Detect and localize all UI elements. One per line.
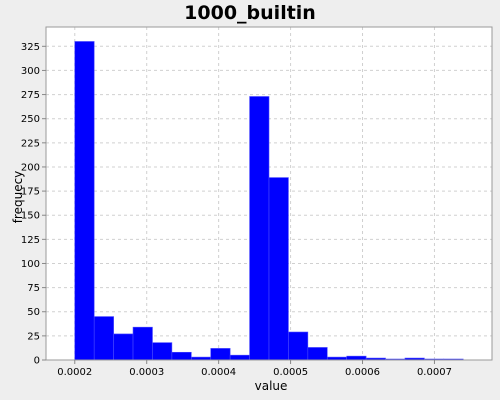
y-tick-label: 100 <box>21 259 40 270</box>
histogram-bar <box>307 347 328 361</box>
chart-title: 1000_builtin <box>184 2 316 24</box>
y-tick-label: 275 <box>21 90 40 101</box>
y-axis-label: frequecy <box>11 171 25 224</box>
y-tick-label: 175 <box>21 187 40 198</box>
y-tick-label: 50 <box>27 307 40 318</box>
y-tick-label: 125 <box>21 235 40 246</box>
histogram-bar <box>249 96 270 361</box>
x-axis-label: value <box>255 379 288 393</box>
y-tick-label: 200 <box>21 162 40 173</box>
histogram-bar <box>152 342 173 361</box>
y-tick-label: 75 <box>27 283 40 294</box>
y-tick-label: 325 <box>21 42 40 53</box>
histogram-bar <box>132 326 153 361</box>
histogram-bar <box>113 333 134 361</box>
histogram-bar <box>210 348 231 361</box>
histogram-bar <box>346 355 367 361</box>
x-tick-label: 0.0006 <box>345 367 380 378</box>
y-tick-label: 250 <box>21 114 40 125</box>
histogram-bar <box>171 351 192 361</box>
y-tick-label: 225 <box>21 138 40 149</box>
histogram-bar <box>74 41 95 361</box>
bar-layer <box>74 41 464 361</box>
x-axis-ticks: 0.0002 0.0003 0.0004 0.0005 0.0006 0.0007 <box>57 360 452 378</box>
histogram-bar <box>93 316 114 361</box>
histogram-bar <box>288 331 309 361</box>
y-axis-ticks: 0 25 50 75 100 125 150 175 200 225 250 275 300 325 <box>21 42 46 367</box>
histogram-bar <box>229 354 250 361</box>
histogram-bar <box>268 177 289 361</box>
y-tick-label: 300 <box>21 66 40 77</box>
x-tick-label: 0.0007 <box>417 367 452 378</box>
x-tick-label: 0.0004 <box>201 367 236 378</box>
x-tick-label: 0.0005 <box>273 367 308 378</box>
x-tick-label: 0.0002 <box>57 367 92 378</box>
x-tick-label: 0.0003 <box>129 367 164 378</box>
y-tick-label: 0 <box>34 356 40 367</box>
plot-border <box>45 26 493 361</box>
y-tick-label: 25 <box>27 331 40 342</box>
y-tick-label: 150 <box>21 211 40 222</box>
